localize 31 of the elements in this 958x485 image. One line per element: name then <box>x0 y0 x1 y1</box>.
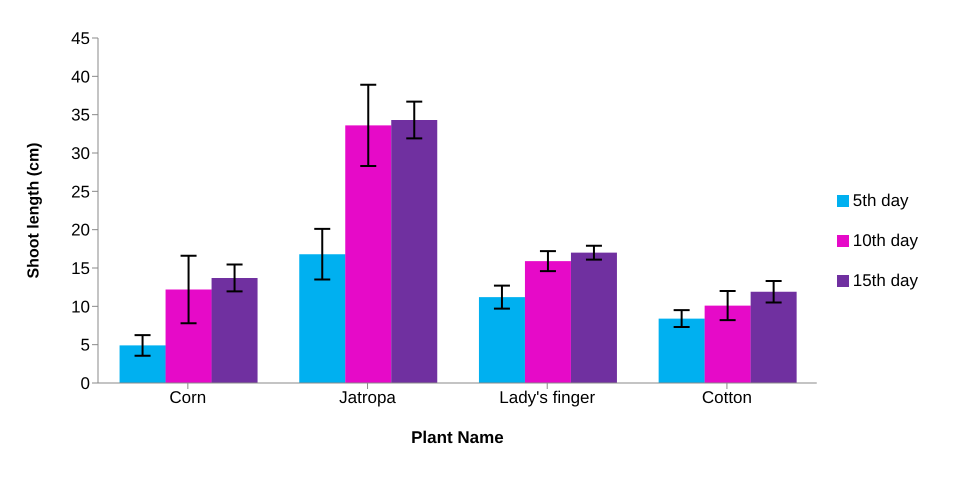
x-tick-label: Corn <box>169 388 206 408</box>
bar <box>570 252 617 383</box>
bar <box>299 254 346 383</box>
y-tick-label: 40 <box>71 67 90 86</box>
y-tick-label: 10 <box>71 297 90 316</box>
x-tick-label: Jatropa <box>339 388 396 408</box>
legend-label: 15th day <box>852 270 918 290</box>
bar <box>212 278 258 383</box>
bar <box>658 318 705 383</box>
bar <box>524 261 571 383</box>
bar <box>704 306 751 383</box>
bar <box>478 297 525 383</box>
y-tick-label: 30 <box>71 144 90 164</box>
y-tick-label: 35 <box>71 106 90 125</box>
bar <box>166 289 212 383</box>
y-tick-label: 20 <box>71 220 90 240</box>
y-tick-label: 0 <box>80 374 90 394</box>
y-tick-label: 5 <box>80 336 90 355</box>
x-tick-label: Lady's finger <box>499 388 596 408</box>
y-tick-label: 25 <box>71 182 90 202</box>
bar <box>750 292 797 383</box>
legend-label: 5th day <box>852 190 909 210</box>
y-tick-label: 15 <box>71 259 90 278</box>
y-axis-title: Shoot length (cm) <box>26 142 43 278</box>
x-axis-title: Plant Name <box>411 428 504 447</box>
bar <box>345 125 392 383</box>
legend-label: 10th day <box>852 230 918 250</box>
bar <box>120 345 166 383</box>
bar <box>391 120 438 383</box>
x-tick-label: Cotton <box>702 388 752 408</box>
y-tick-label: 45 <box>71 29 90 48</box>
